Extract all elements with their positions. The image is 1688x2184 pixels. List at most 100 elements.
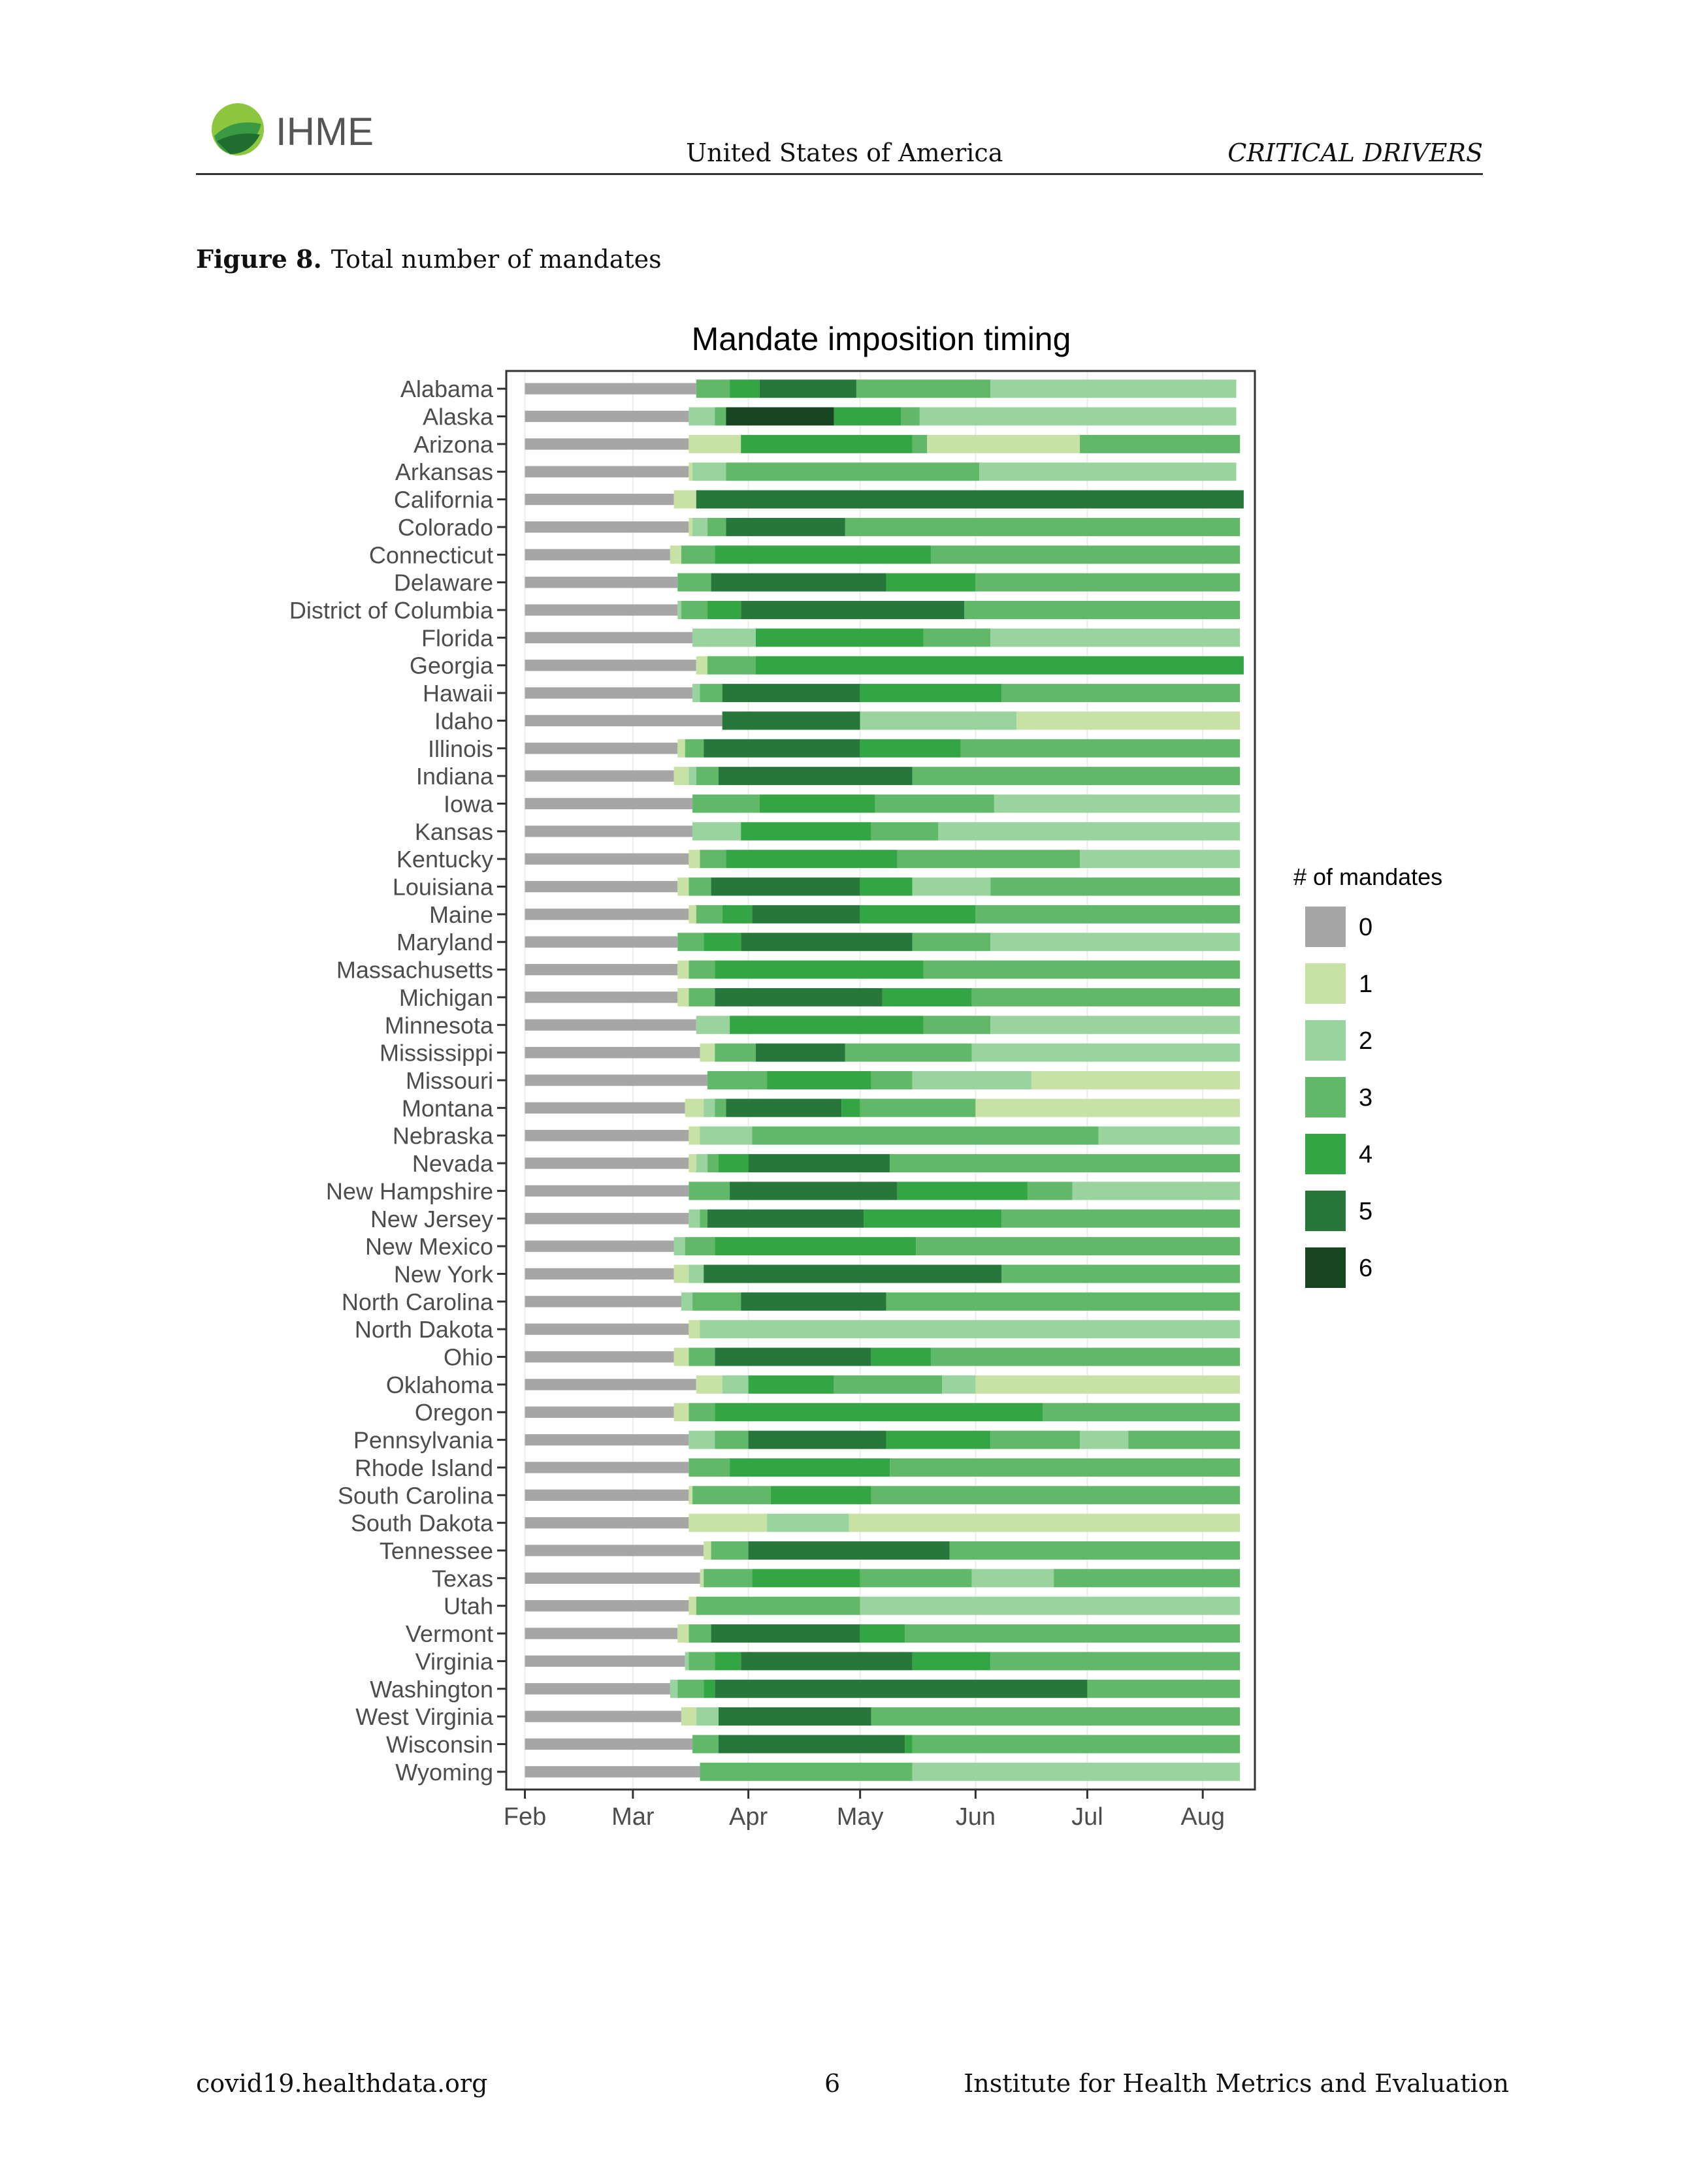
bar-segment bbox=[525, 1628, 678, 1639]
bar-segment bbox=[689, 960, 715, 979]
bar-segment bbox=[726, 407, 834, 426]
bar-segment bbox=[689, 1209, 700, 1228]
bar-segment bbox=[696, 490, 1244, 509]
bar-segment bbox=[681, 601, 707, 619]
footer-url: covid19.healthdata.org bbox=[196, 2069, 488, 2098]
bar-segment bbox=[971, 1569, 1054, 1588]
state-label: Wyoming bbox=[395, 1759, 493, 1786]
bar-segment bbox=[741, 933, 913, 952]
legend-swatch bbox=[1305, 1247, 1346, 1288]
bar-segment bbox=[990, 1430, 1080, 1449]
bar-segment bbox=[696, 905, 722, 923]
bar-segment bbox=[681, 1292, 693, 1311]
chart-title: Mandate imposition timing bbox=[692, 321, 1071, 357]
bar-segment bbox=[677, 1679, 704, 1698]
bar-segment bbox=[748, 1375, 834, 1394]
state-label: Delaware bbox=[394, 570, 493, 596]
bar-segment bbox=[689, 1181, 730, 1200]
bar-segment bbox=[718, 1154, 749, 1173]
bar-segment bbox=[886, 573, 976, 592]
state-label: Utah bbox=[444, 1593, 493, 1620]
legend-label: 4 bbox=[1359, 1141, 1372, 1168]
bar-segment bbox=[979, 462, 1237, 481]
bar-segment bbox=[696, 1016, 730, 1035]
bar-segment bbox=[860, 711, 1017, 730]
bar-segment bbox=[912, 1071, 1031, 1089]
state-label: Arizona bbox=[414, 431, 494, 458]
bar-segment bbox=[912, 877, 991, 896]
bar-segment bbox=[718, 1707, 871, 1726]
state-label: Mississippi bbox=[380, 1040, 493, 1067]
bar-segment bbox=[711, 1624, 860, 1643]
bar-segment bbox=[525, 1102, 685, 1114]
state-label: Iowa bbox=[444, 790, 494, 817]
figure-caption: Figure 8. Total number of mandates bbox=[196, 244, 662, 274]
bar-segment bbox=[726, 517, 845, 536]
bar-segment bbox=[834, 1375, 943, 1394]
bar-segment bbox=[525, 1074, 707, 1086]
state-labels: AlabamaAlaskaArizonaArkansasCaliforniaCo… bbox=[289, 376, 506, 1786]
legend-label: 5 bbox=[1359, 1198, 1372, 1225]
bar-segment bbox=[730, 1016, 924, 1035]
state-label: Colorado bbox=[398, 514, 493, 541]
bar-segment bbox=[692, 1486, 771, 1505]
bar-segment bbox=[752, 1569, 860, 1588]
bar-segment bbox=[752, 1126, 1099, 1145]
bar-segment bbox=[696, 1707, 719, 1726]
state-label: North Carolina bbox=[342, 1289, 494, 1315]
bar-segment bbox=[741, 601, 965, 619]
bar-segment bbox=[1016, 711, 1241, 730]
bar-segment bbox=[942, 1375, 976, 1394]
bar-segment bbox=[927, 434, 1080, 453]
bar-segment bbox=[525, 549, 670, 560]
bar-segment bbox=[960, 739, 1241, 758]
state-label: South Dakota bbox=[351, 1510, 494, 1537]
state-label: West Virginia bbox=[355, 1703, 494, 1730]
bar-segment bbox=[897, 1181, 1028, 1200]
bar-segment bbox=[525, 383, 696, 394]
bar-segment bbox=[525, 438, 689, 450]
bar-segment bbox=[718, 767, 913, 786]
bar-segment bbox=[525, 1268, 674, 1280]
state-label: Missouri bbox=[406, 1067, 493, 1094]
bar-segment bbox=[525, 908, 689, 920]
bar-segment bbox=[748, 1154, 890, 1173]
bar-segment bbox=[1072, 1181, 1241, 1200]
bar-segment bbox=[704, 1569, 753, 1588]
figure-caption-text: Total number of mandates bbox=[331, 245, 662, 274]
state-label: District of Columbia bbox=[289, 597, 494, 624]
bar-segment bbox=[692, 628, 756, 647]
bar-segment bbox=[994, 794, 1241, 813]
state-label: Washington bbox=[370, 1676, 493, 1703]
bar-segment bbox=[677, 739, 685, 758]
state-label: Texas bbox=[432, 1565, 493, 1592]
bar-segment bbox=[715, 1403, 1043, 1422]
bar-segment bbox=[715, 1099, 726, 1117]
ihme-logo: IHME bbox=[212, 103, 374, 155]
bar-segment bbox=[689, 1486, 693, 1505]
bar-segment bbox=[707, 601, 741, 619]
bar-segment bbox=[525, 410, 689, 423]
bar-segment bbox=[756, 656, 1244, 675]
bar-segment bbox=[845, 517, 1241, 536]
legend-label: 1 bbox=[1359, 971, 1372, 998]
state-label: New Jersey bbox=[370, 1206, 493, 1232]
bar-segment bbox=[1043, 1403, 1241, 1422]
state-label: Tennessee bbox=[380, 1537, 493, 1564]
bar-segment bbox=[715, 1430, 749, 1449]
bar-segment bbox=[707, 517, 726, 536]
bar-segment bbox=[726, 462, 980, 481]
bar-segment bbox=[696, 1596, 860, 1615]
bar-segment bbox=[674, 767, 689, 786]
bar-segment bbox=[990, 933, 1241, 952]
legend-swatch bbox=[1305, 963, 1346, 1004]
legend-swatch bbox=[1305, 1077, 1346, 1117]
bar-segment bbox=[912, 434, 928, 453]
bar-segment bbox=[752, 905, 860, 923]
bar-segment bbox=[912, 933, 991, 952]
bar-segment bbox=[700, 1762, 913, 1781]
bar-segment bbox=[871, 822, 939, 841]
bar-segment bbox=[525, 770, 674, 782]
bar-segment bbox=[722, 711, 860, 730]
